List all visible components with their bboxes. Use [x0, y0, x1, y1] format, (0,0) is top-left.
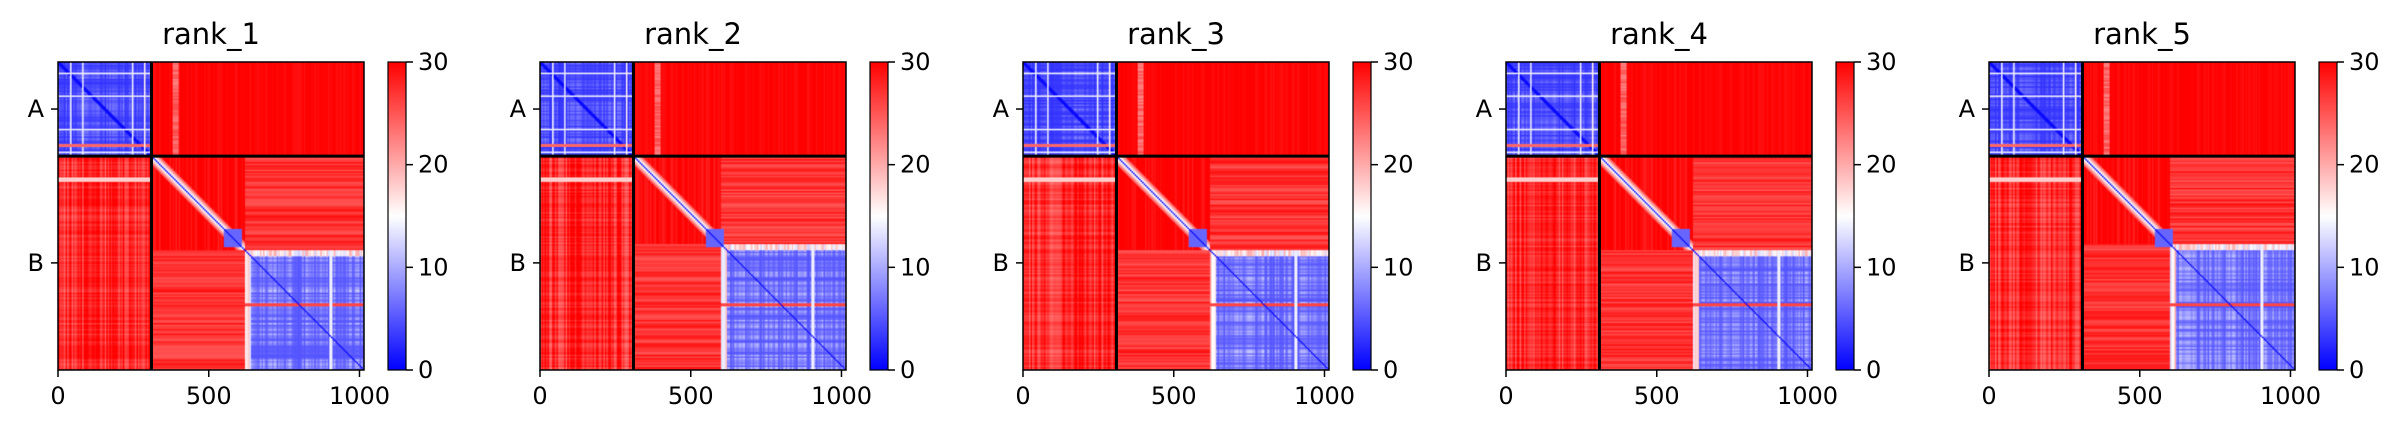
colorbar-tick-label: 0 [1866, 356, 1881, 384]
colorbar [2318, 61, 2338, 371]
colorbar-tick-label: 20 [1383, 151, 1414, 179]
colorbar-tick-label: 30 [900, 48, 931, 76]
y-tick-label: B [1959, 249, 1975, 277]
heatmap-image [1506, 62, 1812, 370]
heatmap-image [58, 62, 364, 370]
colorbar-tick-label: 10 [1866, 253, 1897, 281]
heatmap-image [1023, 62, 1329, 370]
y-tick-label: B [28, 249, 44, 277]
colorbar-tick-label: 30 [1866, 48, 1897, 76]
panel-2: rank_2 0 500 1000 A B 0 10 20 30 [510, 17, 931, 410]
colorbar-tick-label: 0 [2349, 356, 2364, 384]
colorbar-tick-label: 30 [1383, 48, 1414, 76]
panel-title: rank_3 [1127, 17, 1225, 51]
panel-4: rank_4 0 500 1000 A B 0 10 20 30 [1476, 17, 1897, 410]
x-tick-label: 0 [1015, 382, 1030, 410]
heatmap-image [1989, 62, 2295, 370]
colorbar [869, 61, 889, 371]
colorbar-tick-label: 10 [2349, 253, 2380, 281]
colorbar [387, 61, 407, 371]
x-tick-label: 1000 [1777, 382, 1838, 410]
y-tick-label: A [1476, 95, 1493, 123]
colorbar-tick-label: 20 [900, 151, 931, 179]
colorbar-tick-label: 30 [2349, 48, 2380, 76]
x-tick-label: 0 [532, 382, 547, 410]
axes-frame [1022, 61, 1330, 371]
y-tick-label: B [1476, 249, 1492, 277]
y-tick-label: B [993, 249, 1009, 277]
x-tick-label: 500 [668, 382, 714, 410]
colorbar-tick-label: 10 [900, 253, 931, 281]
colorbar [1352, 61, 1372, 371]
axes-frame [1988, 61, 2296, 371]
colorbar-tick-label: 0 [900, 356, 915, 384]
axes-frame [1505, 61, 1813, 371]
x-tick-label: 1000 [811, 382, 872, 410]
panel-1: rank_1 0 500 1000 A B 0 10 20 30 [28, 17, 449, 410]
y-tick-label: A [28, 95, 45, 123]
y-tick-label: A [1959, 95, 1976, 123]
colorbar-tick-label: 10 [1383, 253, 1414, 281]
x-tick-label: 1000 [1294, 382, 1355, 410]
colorbar [1835, 61, 1855, 371]
heatmap-image [540, 62, 846, 370]
x-tick-label: 0 [1981, 382, 1996, 410]
panel-title: rank_4 [1610, 17, 1708, 51]
x-tick-label: 0 [1498, 382, 1513, 410]
axes-frame [57, 61, 365, 371]
x-tick-label: 1000 [329, 382, 390, 410]
y-tick-label: A [993, 95, 1010, 123]
x-tick-label: 500 [186, 382, 232, 410]
panel-title: rank_1 [162, 17, 260, 51]
x-tick-label: 500 [1634, 382, 1680, 410]
colorbar-tick-label: 20 [418, 151, 449, 179]
panel-5: rank_5 0 500 1000 A B 0 10 20 30 [1959, 17, 2380, 410]
panel-title: rank_2 [644, 17, 742, 51]
colorbar-tick-label: 0 [1383, 356, 1398, 384]
colorbar-tick-label: 20 [2349, 151, 2380, 179]
x-tick-label: 0 [50, 382, 65, 410]
panel-3: rank_3 0 500 1000 A B 0 10 20 30 [993, 17, 1414, 410]
x-tick-label: 500 [2117, 382, 2163, 410]
y-tick-label: B [510, 249, 526, 277]
x-tick-label: 500 [1151, 382, 1197, 410]
colorbar-tick-label: 20 [1866, 151, 1897, 179]
colorbar-tick-label: 10 [418, 253, 449, 281]
x-tick-label: 1000 [2260, 382, 2321, 410]
panel-title: rank_5 [2093, 17, 2191, 51]
y-tick-label: A [510, 95, 527, 123]
axes-frame [539, 61, 847, 371]
colorbar-tick-label: 0 [418, 356, 433, 384]
colorbar-tick-label: 30 [418, 48, 449, 76]
